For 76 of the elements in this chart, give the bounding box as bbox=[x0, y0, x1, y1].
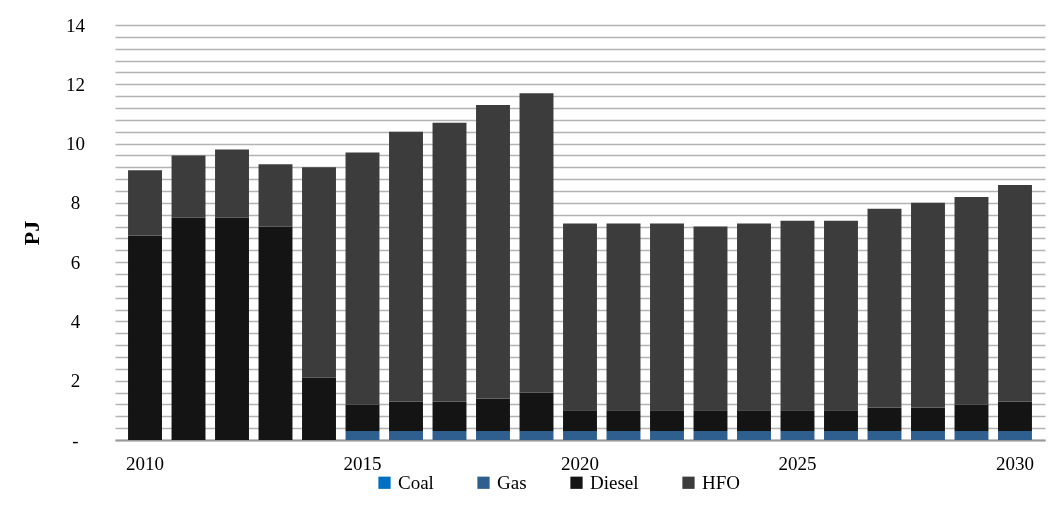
bar bbox=[693, 226, 728, 411]
bar bbox=[867, 407, 902, 432]
x-tick-label: 2015 bbox=[343, 452, 382, 474]
y-tick-label: 4 bbox=[70, 310, 81, 332]
bar bbox=[867, 208, 902, 408]
bar bbox=[737, 223, 771, 411]
bar bbox=[693, 410, 728, 432]
x-tick-label: 2025 bbox=[778, 452, 817, 474]
bar bbox=[519, 431, 554, 440]
bar bbox=[954, 431, 989, 440]
legend-label: Diesel bbox=[590, 471, 639, 493]
legend-label: HFO bbox=[702, 471, 741, 493]
y-tick-label: 12 bbox=[66, 73, 85, 95]
bar bbox=[128, 170, 162, 236]
bar bbox=[998, 185, 1032, 402]
y-axis-title: PJ bbox=[19, 220, 44, 246]
bar bbox=[215, 149, 249, 218]
bar bbox=[693, 431, 728, 440]
bar bbox=[432, 122, 467, 402]
bar bbox=[258, 164, 293, 227]
bar bbox=[432, 401, 467, 432]
y-tick-label: 14 bbox=[66, 14, 86, 36]
bar bbox=[171, 217, 206, 440]
bar bbox=[345, 404, 380, 432]
bar bbox=[302, 167, 336, 378]
bar bbox=[563, 223, 597, 411]
bar bbox=[911, 407, 945, 432]
bar bbox=[302, 377, 336, 440]
bar bbox=[650, 410, 684, 432]
bar bbox=[911, 431, 945, 440]
bar bbox=[345, 431, 380, 440]
y-tick-label: 8 bbox=[70, 192, 81, 214]
bar bbox=[563, 410, 597, 432]
bar bbox=[737, 410, 771, 432]
bar bbox=[476, 105, 510, 399]
bar bbox=[389, 401, 423, 432]
bar bbox=[824, 410, 858, 432]
y-tick-label: - bbox=[72, 429, 79, 451]
bar bbox=[563, 431, 597, 440]
bar bbox=[606, 410, 641, 432]
bar bbox=[215, 217, 249, 440]
bar bbox=[345, 152, 380, 405]
bar bbox=[780, 410, 815, 432]
bar bbox=[867, 431, 902, 440]
bar bbox=[998, 401, 1032, 432]
legend-label: Coal bbox=[398, 471, 434, 493]
y-tick-label: 2 bbox=[70, 370, 81, 392]
bar bbox=[389, 131, 423, 402]
bar bbox=[998, 431, 1032, 440]
x-tick-label: 2020 bbox=[561, 452, 599, 474]
bar bbox=[389, 431, 423, 440]
bar bbox=[954, 196, 989, 405]
bar bbox=[737, 431, 771, 440]
bar bbox=[824, 431, 858, 440]
x-tick-label: 2010 bbox=[126, 452, 165, 474]
bar bbox=[780, 220, 815, 411]
bar bbox=[171, 155, 206, 218]
bar bbox=[650, 223, 684, 411]
bar bbox=[780, 431, 815, 440]
bar bbox=[650, 431, 684, 440]
bar bbox=[606, 223, 641, 411]
y-tick-label: 6 bbox=[70, 251, 81, 273]
bar bbox=[476, 398, 510, 432]
bar bbox=[519, 93, 554, 393]
bar bbox=[824, 220, 858, 411]
bar bbox=[954, 404, 989, 432]
y-tick-label: 10 bbox=[66, 133, 85, 155]
bar bbox=[911, 202, 945, 408]
bar bbox=[606, 431, 641, 440]
legend-label: Gas bbox=[497, 471, 527, 493]
bar bbox=[519, 392, 554, 432]
bar bbox=[258, 226, 293, 440]
bar bbox=[432, 431, 467, 440]
bar bbox=[476, 431, 510, 440]
x-tick-label: 2030 bbox=[995, 452, 1034, 474]
bar bbox=[128, 235, 162, 440]
